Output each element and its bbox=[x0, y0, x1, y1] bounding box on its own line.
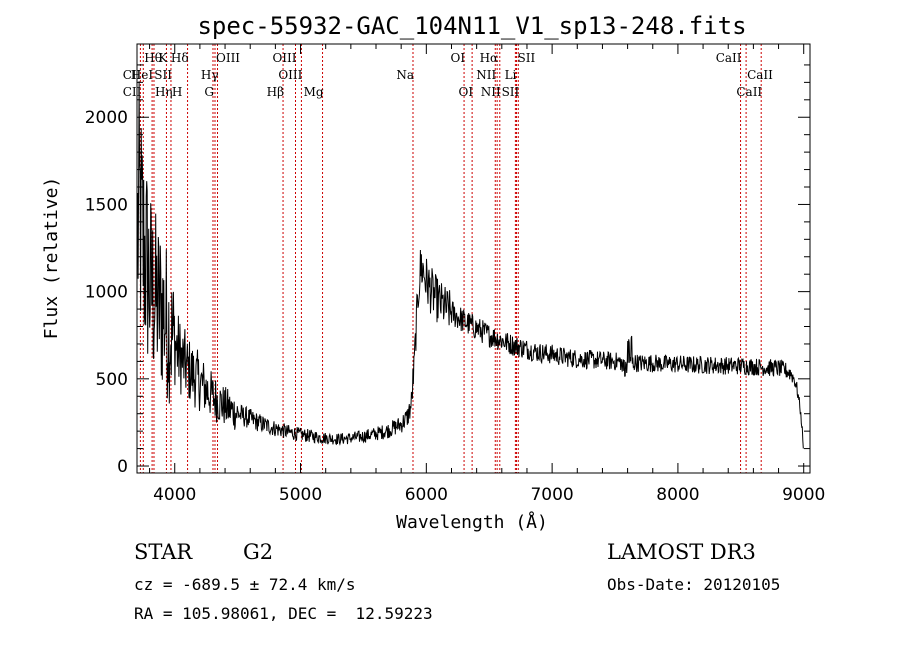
spectral-line-label: SII bbox=[502, 85, 520, 99]
spectrum-series-line bbox=[137, 81, 804, 449]
survey-name: LAMOST DR3 bbox=[607, 540, 756, 564]
y-tick-label: 0 bbox=[117, 457, 128, 477]
spectral-line-label: K bbox=[158, 51, 168, 65]
series-layer bbox=[137, 81, 804, 449]
spectral-line-label: Hη bbox=[155, 85, 173, 99]
spectral-line-label: Hθ bbox=[144, 51, 162, 65]
object-class: STAR bbox=[134, 540, 193, 564]
spectral-lines-layer bbox=[139, 44, 762, 473]
x-tick-label: 6000 bbox=[405, 485, 448, 505]
spectral-line-label: SII bbox=[154, 68, 172, 82]
y-tick-label: 1500 bbox=[85, 195, 128, 215]
axis-ticks-layer: 4000 5000 6000 7000 8000 9000 0 500 1000 1500 2000 bbox=[85, 44, 825, 505]
y-tick-label: 2000 bbox=[85, 108, 128, 128]
spectral-line-label: Hα bbox=[480, 51, 499, 65]
spectral-line-label: OI bbox=[450, 51, 465, 65]
redshift-text: cz = -689.5 ± 72.4 km/s bbox=[134, 575, 356, 594]
x-tick-label: 4000 bbox=[153, 485, 196, 505]
y-tick-label: 500 bbox=[96, 370, 128, 390]
spectral-line-label: Na bbox=[396, 68, 414, 82]
spectral-line-label: CII bbox=[123, 68, 142, 82]
spectral-line-label: HeI bbox=[131, 68, 154, 82]
spectral-line-label: CaII bbox=[716, 51, 742, 65]
x-tick-label: 8000 bbox=[656, 485, 699, 505]
spectral-line-label: OI bbox=[459, 85, 474, 99]
x-tick-label: 7000 bbox=[530, 485, 573, 505]
y-axis-label: Flux (relative) bbox=[41, 177, 62, 340]
spectral-line-label: Li bbox=[505, 68, 517, 82]
plot-frame bbox=[136, 43, 811, 474]
spectral-line-label: CaII bbox=[736, 85, 762, 99]
spectral-line-label: Hδ bbox=[171, 51, 189, 65]
x-axis-label: Wavelength (Å) bbox=[396, 511, 548, 533]
spectral-line-label: OIII bbox=[272, 51, 296, 65]
spectral-line-label: Hβ bbox=[267, 85, 284, 99]
coords-text: RA = 105.98061, DEC = 12.59223 bbox=[134, 604, 433, 623]
spectral-line-label: CII bbox=[123, 85, 142, 99]
spectral-line-label: OIII bbox=[216, 51, 240, 65]
spectral-line-label: Hγ bbox=[201, 68, 219, 82]
spectral-line-label: CaII bbox=[747, 68, 773, 82]
spectral-line-label: Mg bbox=[304, 85, 324, 99]
spectral-line-label: H bbox=[172, 85, 182, 99]
spectral-line-label: G bbox=[204, 85, 214, 99]
obs-date-text: Obs-Date: 20120105 bbox=[607, 575, 781, 594]
x-tick-label: 5000 bbox=[279, 485, 322, 505]
spectral-line-label: OIII bbox=[278, 68, 302, 82]
chart-title: spec-55932-GAC_104N11_V1_sp13-248.fits bbox=[197, 12, 746, 40]
spectral-line-label: NII bbox=[476, 68, 496, 82]
spectral-line-label: SII bbox=[518, 51, 536, 65]
x-tick-label: 9000 bbox=[782, 485, 825, 505]
spectral-line-label: NII bbox=[481, 85, 501, 99]
object-subclass: G2 bbox=[243, 540, 274, 564]
y-tick-label: 1000 bbox=[85, 283, 128, 303]
